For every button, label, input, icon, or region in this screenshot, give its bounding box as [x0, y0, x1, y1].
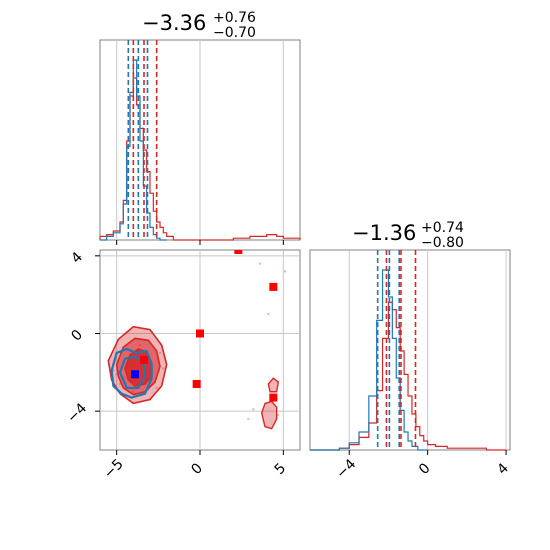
- panel-joint-ticks: −5 0 5 −4 0 4: [64, 249, 289, 482]
- joint-tick-label-x: 5: [272, 460, 290, 478]
- sample-point-red: [162, 367, 165, 370]
- contour-blue-level: [118, 355, 147, 389]
- marker-red-square: [192, 379, 201, 388]
- sample-point-red: [247, 417, 250, 421]
- panel-joint-grid: [100, 250, 300, 450]
- sample-point-red: [155, 386, 158, 390]
- joint-tick-label-y: 0: [68, 327, 86, 345]
- panel-marginal-y-ticks: −4 0 4: [333, 450, 512, 482]
- marginal-y-histogram-blue: [310, 269, 428, 451]
- marginal-y-histogram-red: [310, 301, 507, 451]
- panel-marginal-y-frame: [309, 249, 511, 451]
- panel-marginal-x: −3.36 +0.76 −0.70: [99, 10, 301, 245]
- title-x-value: −3.36: [142, 11, 206, 35]
- joint-tick-label-y: −4: [64, 400, 90, 426]
- marker-red-square: [140, 355, 148, 364]
- marker-red-square: [196, 329, 204, 338]
- sample-point-red: [258, 262, 262, 265]
- panel-marginal-y-quantiles: [376, 250, 417, 450]
- sample-point-red: [252, 408, 255, 411]
- marker-red-square: [269, 393, 278, 402]
- title-y-upper: +0.74: [421, 220, 464, 236]
- panel-marginal-x-title: −3.36 +0.76 −0.70: [142, 10, 256, 41]
- panel-marginal-y: −4 0 4 −1.36 +0.74 −0.80: [309, 220, 512, 482]
- marginal-y-tick-label-x: −4: [333, 456, 359, 482]
- marginal-x-histogram-blue: [100, 59, 167, 241]
- title-x-lower: −0.70: [213, 25, 256, 41]
- marker-blue-square: [131, 370, 139, 379]
- sample-point-red: [158, 351, 162, 355]
- marginal-y-tick-label-x: 0: [416, 460, 434, 478]
- sample-point-red: [277, 413, 280, 417]
- panel-joint-markers: [131, 250, 278, 402]
- panel-marginal-x-series: [99, 59, 301, 241]
- marker-red-square: [234, 250, 243, 254]
- panel-marginal-y-series: [310, 269, 507, 451]
- marker-red-square: [269, 282, 278, 291]
- contour-red-secondary: [267, 377, 280, 393]
- sample-point-red: [283, 270, 287, 273]
- contour-blue-level: [110, 347, 153, 399]
- panel-marginal-y-title: −1.36 +0.74 −0.80: [352, 220, 464, 251]
- contour-red-secondary: [260, 400, 278, 430]
- panel-marginal-x-ticks: [116, 240, 284, 245]
- title-y-value: −1.36: [352, 221, 416, 245]
- panel-joint: −5 0 5 −4 0 4: [64, 249, 301, 482]
- sample-point-red: [267, 312, 270, 316]
- panel-marginal-x-quantiles: [127, 40, 158, 240]
- title-x-upper: +0.76: [213, 10, 256, 26]
- joint-tick-label-x: 0: [188, 460, 206, 478]
- panel-marginal-y-grid: [348, 250, 507, 450]
- marginal-y-tick-label-x: 4: [494, 460, 512, 478]
- joint-tick-label-x: −5: [101, 456, 127, 482]
- title-y-lower: −0.80: [421, 235, 464, 251]
- panel-joint-contours: [107, 325, 280, 430]
- joint-tick-label-y: 4: [68, 249, 86, 267]
- panel-marginal-x-grid: [116, 40, 284, 240]
